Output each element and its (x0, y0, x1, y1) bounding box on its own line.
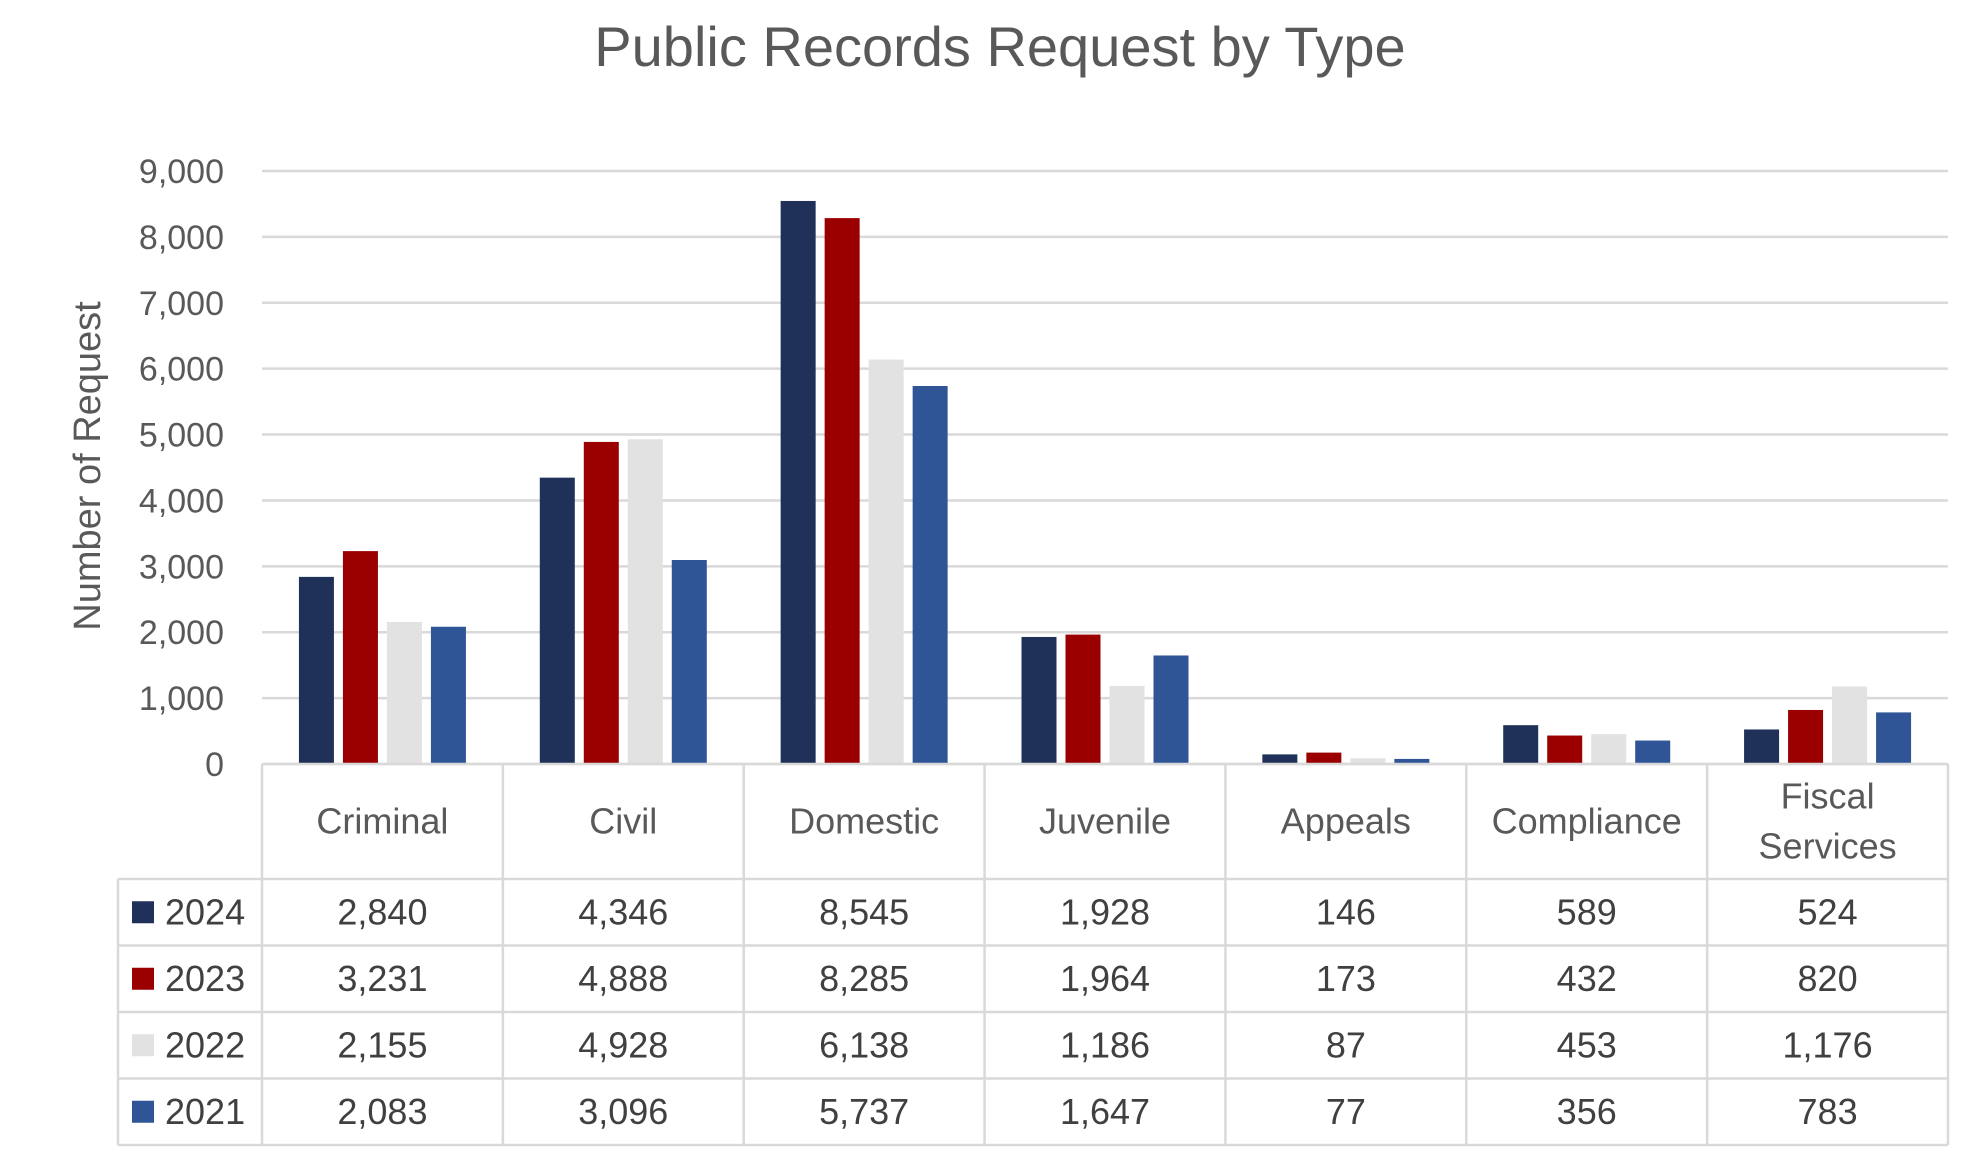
bar-2024-2 (780, 200, 816, 765)
data-label: 1,186 (1060, 1024, 1150, 1065)
data-label: 2,155 (337, 1024, 427, 1065)
legend-label: 2024 (165, 891, 245, 932)
bar-2023-3 (1065, 634, 1101, 764)
data-table: Criminal Civil Domestic Juvenile Appeals Comp… (116, 762, 1950, 1147)
bar-2023-2 (824, 218, 860, 765)
data-label: 8,545 (819, 891, 909, 932)
bar-2024-0 (298, 576, 334, 764)
bar-2021-2 (912, 385, 948, 764)
y-axis-label: Number of Request (67, 301, 109, 631)
bar-2023-5 (1547, 735, 1583, 764)
bar-2022-2 (868, 359, 904, 764)
data-label: 2,083 (337, 1091, 427, 1132)
data-label: 87 (1326, 1024, 1366, 1065)
category-label: Compliance (1492, 801, 1682, 842)
data-label: 1,964 (1060, 958, 1150, 999)
y-tick-label: 1,000 (139, 680, 224, 718)
data-label: 4,888 (578, 958, 668, 999)
legend-label: 2023 (165, 958, 245, 999)
bar-2021-5 (1635, 740, 1671, 764)
bars (298, 200, 1912, 765)
bar-2023-4 (1306, 752, 1342, 764)
legend-swatch-2023 (132, 967, 154, 990)
category-label: Domestic (789, 801, 939, 842)
bar-2024-5 (1503, 725, 1539, 764)
data-label: 146 (1316, 891, 1376, 932)
data-label: 1,647 (1060, 1091, 1150, 1132)
bar-2024-3 (1021, 636, 1057, 764)
y-tick-label: 5,000 (139, 417, 224, 455)
y-tick-label: 2,000 (139, 614, 224, 652)
bar-2024-6 (1744, 729, 1780, 764)
legend-label: 2022 (165, 1024, 245, 1065)
data-label: 1,176 (1783, 1024, 1873, 1065)
data-label: 820 (1798, 958, 1858, 999)
gridlines (262, 169, 1948, 766)
y-tick-label: 8,000 (139, 219, 224, 257)
data-label: 1,928 (1060, 891, 1150, 932)
bar-2022-6 (1832, 686, 1868, 764)
data-label: 4,928 (578, 1024, 668, 1065)
data-label: 3,096 (578, 1091, 668, 1132)
legend-swatch-2022 (132, 1034, 154, 1057)
data-label: 77 (1326, 1091, 1366, 1132)
bar-2024-4 (1262, 754, 1298, 764)
bar-2022-5 (1591, 734, 1627, 764)
bar-2021-1 (671, 560, 707, 764)
data-label: 453 (1557, 1024, 1617, 1065)
category-label: Juvenile (1039, 801, 1171, 842)
y-tick-label: 4,000 (139, 482, 224, 520)
data-label: 589 (1557, 891, 1617, 932)
y-axis-ticks: 0 1,000 2,000 3,000 4,000 5,000 6,000 7,000 8,00… (139, 153, 224, 784)
bar-2023-1 (583, 441, 619, 764)
bar-2021-6 (1876, 712, 1912, 764)
category-label: Criminal (316, 801, 448, 842)
data-label: 524 (1798, 891, 1858, 932)
data-label: 3,231 (337, 958, 427, 999)
data-label: 783 (1798, 1091, 1858, 1132)
bar-2021-4 (1394, 758, 1430, 764)
category-label: Appeals (1281, 801, 1411, 842)
data-label: 6,138 (819, 1024, 909, 1065)
y-tick-label: 3,000 (139, 548, 224, 586)
category-label: Fiscal (1781, 776, 1875, 817)
category-label: Civil (589, 801, 657, 842)
legend-swatch-2024 (132, 901, 154, 924)
y-tick-label: 9,000 (139, 153, 224, 191)
bar-2022-0 (386, 622, 422, 764)
y-tick-label: 6,000 (139, 351, 224, 389)
data-label: 2,840 (337, 891, 427, 932)
data-label: 173 (1316, 958, 1376, 999)
bar-2024-1 (539, 477, 575, 764)
bar-2023-6 (1788, 709, 1824, 764)
data-label: 356 (1557, 1091, 1617, 1132)
legend-swatch-2021 (132, 1100, 154, 1123)
legend-label: 2021 (165, 1091, 245, 1132)
data-label: 5,737 (819, 1091, 909, 1132)
category-label: Services (1759, 826, 1897, 867)
bar-2021-0 (430, 626, 466, 764)
chart-title: Public Records Request by Type (594, 15, 1405, 78)
data-label: 4,346 (578, 891, 668, 932)
bar-2022-3 (1109, 685, 1145, 764)
y-tick-label: 0 (205, 746, 224, 784)
bar-2022-1 (627, 439, 663, 764)
y-tick-label: 7,000 (139, 285, 224, 323)
bar-2023-0 (342, 551, 378, 764)
bar-2022-4 (1350, 758, 1386, 764)
bar-2021-3 (1153, 655, 1189, 764)
data-label: 432 (1557, 958, 1617, 999)
data-label: 8,285 (819, 958, 909, 999)
